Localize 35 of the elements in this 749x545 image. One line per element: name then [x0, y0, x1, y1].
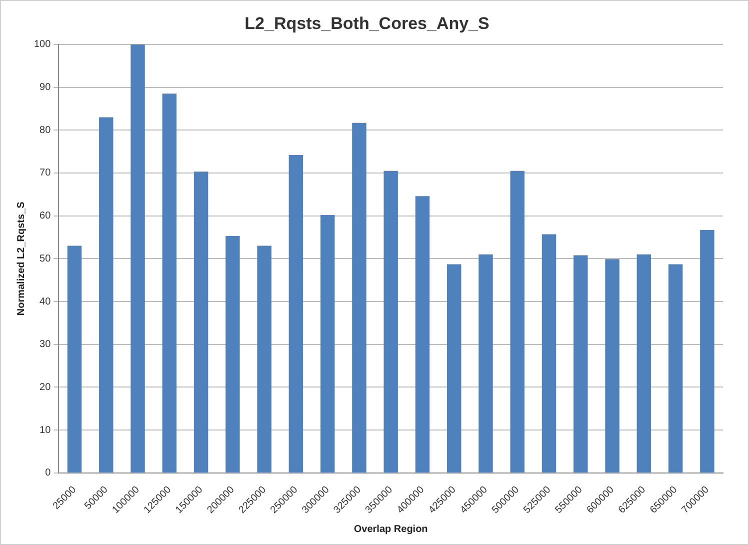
chart-title: L2_Rqsts_Both_Cores_Any_S [244, 14, 490, 33]
bar [446, 264, 462, 472]
bar [605, 259, 620, 472]
bar [352, 122, 366, 472]
bar [99, 117, 114, 472]
bar [700, 230, 714, 472]
y-tick-label: 40 [40, 296, 52, 308]
bar [288, 154, 304, 472]
y-tick-label: 80 [40, 124, 52, 136]
y-tick-label: 0 [45, 468, 52, 479]
x-axis-title: Overlap Region [354, 524, 428, 535]
bar [636, 254, 652, 472]
y-tick-label: 90 [40, 82, 52, 93]
bar [668, 264, 683, 472]
bar [257, 246, 272, 472]
bar [510, 170, 524, 472]
bar [542, 234, 556, 472]
bar [162, 94, 177, 472]
bar [478, 254, 493, 472]
bar [194, 172, 208, 472]
y-tick-label: 60 [40, 210, 52, 222]
y-tick-label: 20 [40, 382, 52, 393]
y-tick-label: 30 [40, 339, 52, 350]
y-tick-label: 70 [40, 168, 52, 179]
bar [574, 255, 588, 472]
y-tick-label: 50 [40, 253, 52, 264]
bar [226, 236, 240, 472]
bar [415, 196, 430, 472]
y-axis-title: Normalized L2_Rqsts_S [16, 201, 27, 316]
bar [67, 246, 82, 472]
bar [130, 44, 145, 472]
bar [384, 170, 398, 472]
y-tick-label: 10 [40, 424, 52, 436]
y-tick-label: 100 [34, 39, 52, 50]
bar [320, 214, 335, 472]
